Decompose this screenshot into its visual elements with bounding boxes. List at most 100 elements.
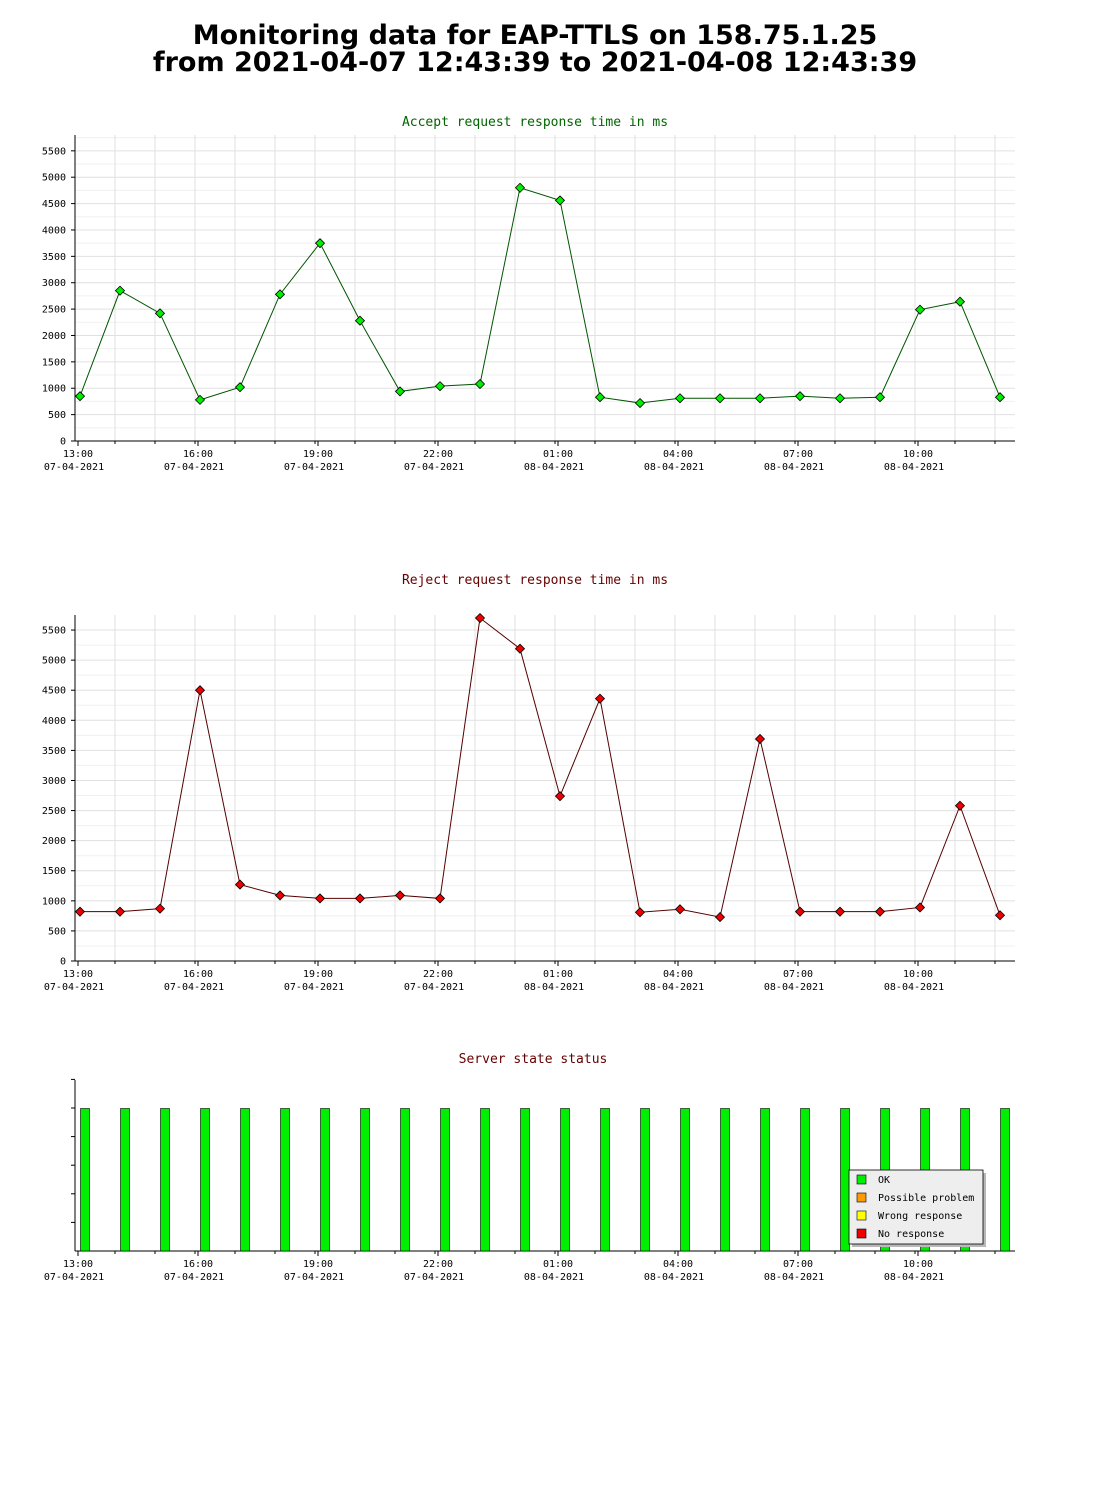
x-tick-label-date: 07-04-2021 (284, 462, 344, 473)
x-tick-label-time: 01:00 (543, 969, 573, 980)
status-bar (480, 1108, 490, 1252)
data-point (514, 643, 526, 654)
y-tick-label: 500 (48, 410, 66, 421)
y-tick-label: 5000 (42, 173, 66, 184)
data-point (714, 393, 726, 404)
y-tick-label: 2500 (42, 305, 66, 316)
x-tick-label-date: 07-04-2021 (44, 462, 104, 473)
data-point (194, 394, 206, 405)
legend-swatch (856, 1228, 867, 1239)
data-point (994, 392, 1006, 403)
x-tick-label-time: 13:00 (63, 1259, 93, 1270)
data-point (834, 393, 846, 404)
x-tick-label-time: 10:00 (903, 449, 933, 460)
page-title: Monitoring data for EAP-TTLS on 158.75.1… (0, 22, 1070, 76)
data-point (114, 285, 126, 296)
y-tick-label: 4500 (42, 199, 66, 210)
status-bar (840, 1108, 850, 1252)
x-tick-label-time: 07:00 (783, 1259, 813, 1270)
data-point (794, 391, 806, 402)
data-point (274, 890, 286, 901)
x-tick-label-time: 19:00 (303, 1259, 333, 1270)
data-point (594, 693, 606, 704)
data-point (234, 382, 246, 393)
line-chart-2: Reject request response time in ms 0 500 10… (42, 573, 1015, 993)
data-point (154, 903, 166, 914)
status-bar (400, 1108, 410, 1252)
status-bar (160, 1108, 170, 1252)
x-tick-label-date: 07-04-2021 (164, 462, 224, 473)
x-tick-label-date: 08-04-2021 (524, 1272, 584, 1283)
x-tick-label-time: 10:00 (903, 1259, 933, 1270)
data-point (74, 906, 86, 917)
data-point (994, 910, 1006, 921)
x-tick-label-date: 08-04-2021 (644, 1272, 704, 1283)
series-line (80, 617, 1001, 918)
data-point (554, 791, 566, 802)
x-tick-label-date: 07-04-2021 (404, 982, 464, 993)
data-point (354, 315, 366, 326)
x-tick-label-date: 07-04-2021 (164, 982, 224, 993)
x-tick-label-date: 08-04-2021 (524, 462, 584, 473)
x-tick-label-date: 07-04-2021 (404, 1272, 464, 1283)
chart-title: Reject request response time in ms (402, 573, 668, 588)
legend-swatch (856, 1192, 867, 1203)
y-tick-label: 3000 (42, 776, 66, 787)
data-point (474, 612, 486, 624)
x-tick-label-date: 08-04-2021 (884, 982, 944, 993)
x-tick-label-time: 16:00 (183, 449, 213, 460)
x-tick-label-date: 07-04-2021 (164, 1272, 224, 1283)
x-tick-label-time: 16:00 (183, 969, 213, 980)
data-point (234, 879, 246, 890)
data-point (754, 733, 766, 745)
x-tick-label-time: 22:00 (423, 449, 453, 460)
data-point (954, 296, 966, 307)
data-point (434, 381, 446, 392)
x-tick-label-date: 08-04-2021 (764, 462, 824, 473)
data-point (914, 304, 926, 315)
x-tick-label-date: 07-04-2021 (44, 1272, 104, 1283)
data-point (874, 906, 886, 917)
legend-swatch (856, 1210, 867, 1221)
data-point (114, 906, 126, 917)
status-bar (200, 1108, 210, 1252)
x-tick-label-time: 07:00 (783, 969, 813, 980)
y-tick-label: 1000 (42, 384, 66, 395)
y-tick-label: 3500 (42, 252, 66, 263)
y-tick-label: 500 (48, 926, 66, 937)
y-tick-label: 1500 (42, 357, 66, 368)
data-point (154, 308, 166, 319)
y-tick-label: 1000 (42, 896, 66, 907)
data-point (594, 392, 606, 403)
y-tick-label: 3500 (42, 746, 66, 757)
x-tick-label-time: 07:00 (783, 449, 813, 460)
y-tick-label: 0 (60, 957, 66, 968)
data-point (834, 906, 846, 917)
legend-swatch (856, 1174, 867, 1185)
status-bar (240, 1108, 250, 1252)
x-tick-label-time: 01:00 (543, 449, 573, 460)
data-point (394, 386, 406, 397)
x-tick-label-time: 04:00 (663, 969, 693, 980)
series-line (79, 187, 1001, 404)
page-title-line-1: Monitoring data for EAP-TTLS on 158.75.1… (192, 20, 878, 51)
status-bar (800, 1108, 810, 1252)
y-tick-label: 5000 (42, 656, 66, 667)
y-tick-label: 2000 (42, 836, 66, 847)
data-point (754, 393, 766, 404)
data-point (634, 907, 646, 918)
y-tick-label: 4000 (42, 716, 66, 727)
data-point (714, 912, 726, 923)
y-tick-label: 4500 (42, 686, 66, 697)
data-point (794, 906, 806, 917)
x-tick-label-time: 22:00 (423, 1259, 453, 1270)
y-tick-label: 4000 (42, 225, 66, 236)
x-tick-label-date: 07-04-2021 (284, 982, 344, 993)
x-tick-label-date: 07-04-2021 (44, 982, 104, 993)
x-tick-label-date: 08-04-2021 (644, 462, 704, 473)
legend-label: OK (878, 1175, 890, 1186)
x-tick-label-time: 01:00 (543, 1259, 573, 1270)
y-tick-label: 5500 (42, 626, 66, 637)
data-point (194, 685, 206, 696)
status-bar (360, 1108, 370, 1252)
